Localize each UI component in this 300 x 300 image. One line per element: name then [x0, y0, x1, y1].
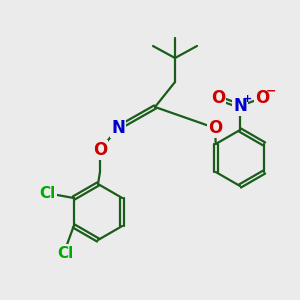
- Text: O: O: [255, 89, 269, 107]
- Text: −: −: [266, 85, 276, 98]
- Text: Cl: Cl: [40, 187, 56, 202]
- Text: O: O: [211, 89, 225, 107]
- Text: N: N: [233, 97, 247, 115]
- Text: Cl: Cl: [58, 245, 74, 260]
- Text: O: O: [93, 141, 107, 159]
- Text: O: O: [208, 119, 222, 137]
- Text: N: N: [111, 119, 125, 137]
- Text: +: +: [242, 94, 252, 104]
